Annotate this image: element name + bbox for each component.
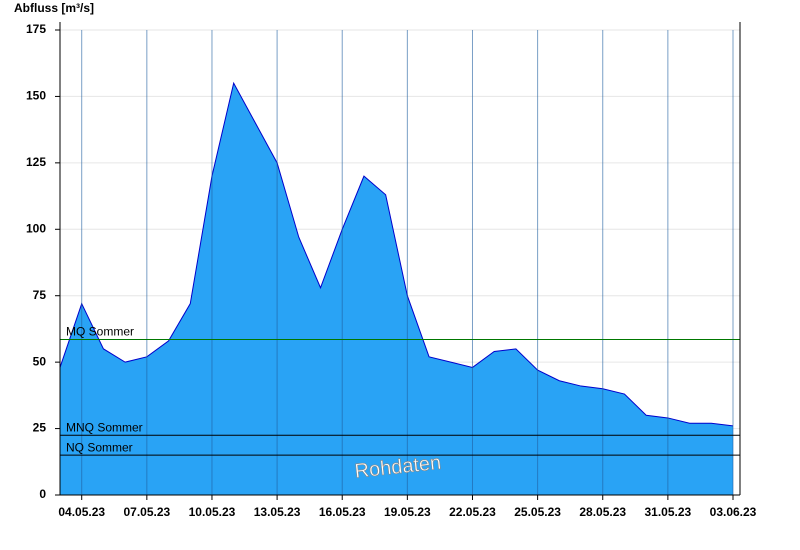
x-tick-label: 13.05.23 bbox=[254, 505, 301, 519]
x-tick-label: 19.05.23 bbox=[384, 505, 431, 519]
reference-label: MQ Sommer bbox=[66, 325, 134, 339]
x-tick-label: 25.05.23 bbox=[514, 505, 561, 519]
y-tick-label: 75 bbox=[33, 288, 47, 302]
x-tick-label: 04.05.23 bbox=[58, 505, 105, 519]
y-tick-label: 175 bbox=[26, 22, 46, 36]
y-tick-label: 50 bbox=[33, 354, 47, 368]
x-tick-label: 10.05.23 bbox=[189, 505, 236, 519]
x-tick-label: 03.06.23 bbox=[710, 505, 757, 519]
x-tick-label: 31.05.23 bbox=[645, 505, 692, 519]
line bbox=[59, 81, 734, 427]
x-tick-label: 16.05.23 bbox=[319, 505, 366, 519]
y-tick-label: 100 bbox=[26, 221, 46, 235]
y-tick-label: 0 bbox=[39, 487, 46, 501]
x-tick-label: 28.05.23 bbox=[579, 505, 626, 519]
y-tick-label: 150 bbox=[26, 89, 46, 103]
reference-label: NQ Sommer bbox=[66, 440, 133, 454]
x-tick-label: 07.05.23 bbox=[123, 505, 170, 519]
y-tick-label: 25 bbox=[33, 421, 47, 435]
area bbox=[60, 83, 733, 496]
y-tick-label: 125 bbox=[26, 155, 46, 169]
reference-label: MNQ Sommer bbox=[66, 420, 143, 434]
x-tick-label: 22.05.23 bbox=[449, 505, 496, 519]
chart-title: Abfluss [m³/s] bbox=[14, 1, 94, 15]
